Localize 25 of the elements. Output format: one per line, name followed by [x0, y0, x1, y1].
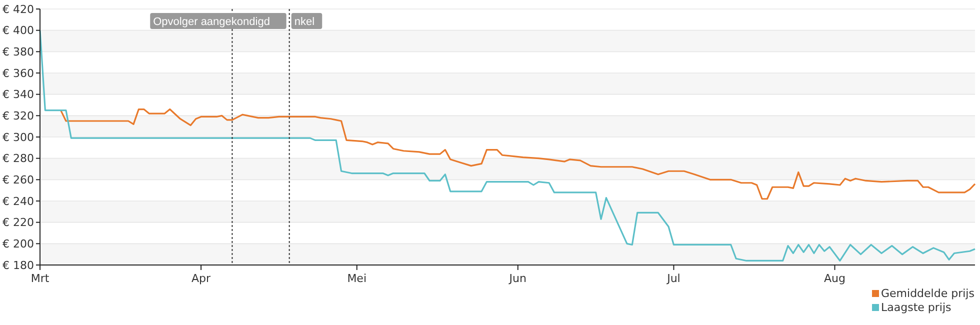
y-tick-label: € 380: [2, 46, 34, 59]
x-tick-label: Aug: [824, 272, 846, 285]
legend-label: Gemiddelde prijs: [881, 287, 975, 300]
x-tick-label: Jun: [508, 272, 527, 285]
ref-line-label: Opvolger aangekondigd: [153, 16, 270, 28]
x-tick-label: Mrt: [30, 272, 50, 285]
x-tick-label: Mei: [347, 272, 367, 285]
y-tick-label: € 420: [2, 2, 34, 16]
line-series: [39, 30, 976, 262]
y-tick-label: € 260: [2, 174, 34, 187]
y-tick-label: € 200: [2, 238, 34, 251]
x-tick-label: Apr: [192, 272, 212, 285]
legend-label: Laagste prijs: [881, 301, 952, 314]
ref-line-label: nkel: [294, 16, 315, 28]
y-tick-label: € 340: [2, 88, 34, 102]
y-tick-label: € 240: [2, 194, 34, 208]
line-series: [60, 108, 976, 200]
y-tick-label: € 300: [2, 130, 34, 144]
x-tick-label: Jul: [666, 272, 680, 285]
y-tick-label: € 220: [2, 216, 34, 230]
y-tick-label: € 280: [2, 152, 34, 166]
y-tick-label: € 400: [2, 24, 34, 38]
y-tick-label: € 320: [2, 110, 34, 123]
y-tick-label: € 360: [2, 66, 34, 80]
y-tick-label: € 180: [2, 258, 34, 272]
